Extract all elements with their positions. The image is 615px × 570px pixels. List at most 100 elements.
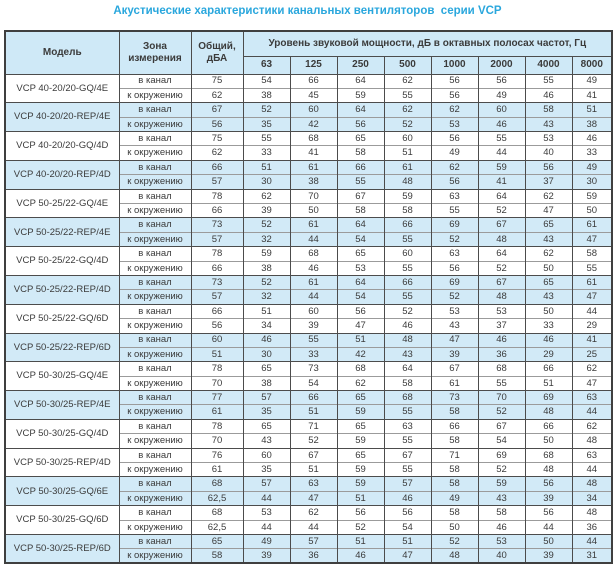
band-value-cell-4000: 33 — [524, 318, 572, 334]
band-value-cell-125: 39 — [289, 318, 337, 334]
band-value-cell-1000: 69 — [430, 274, 478, 290]
band-value-cell-250: 42 — [336, 346, 384, 362]
total-dba-cell: 61 — [190, 404, 243, 420]
table-row: VCP 50-30/25-GQ/6E в канал 68 57 63 59 57 58 59 5… — [4, 476, 613, 506]
total-dba-cell: 65 — [190, 533, 243, 549]
total-dba-cell: 70 — [190, 433, 243, 449]
band-value-cell-4000: 29 — [524, 346, 572, 362]
band-value-cell-4000: 58 — [524, 102, 572, 118]
total-dba-cell: 51 — [190, 346, 243, 362]
band-value-cell-500: 51 — [383, 533, 431, 549]
band-value-cell-4000: 69 — [524, 390, 572, 405]
model-cell: VCP 40-20/20-REP/4E — [4, 102, 119, 132]
zone-cell: в канал — [118, 102, 191, 118]
band-value-cell-63: 44 — [242, 519, 290, 535]
table-row: к окружению 66 39 50 58 58 55 52 47 50 — [5, 203, 613, 218]
band-value-cell-4000: 46 — [524, 87, 572, 103]
band-value-cell-2000: 40 — [477, 548, 525, 564]
band-value-cell-500: 55 — [383, 87, 431, 103]
zone-cell: в канал — [118, 390, 191, 405]
table-row: VCP 50-25/22-REP/4D в канал 73 52 61 64 66 69 67… — [4, 274, 613, 305]
zone-cell: в канал — [118, 188, 191, 204]
band-value-cell-500: 62 — [383, 73, 431, 89]
band-value-cell-250: 65 — [336, 390, 384, 405]
band-value-cell-63: 35 — [242, 116, 290, 132]
table-row: VCP 50-30/25-GQ/4D в канал 78 65 71 65 63 66 67 6… — [4, 418, 613, 449]
band-value-cell-8000: 48 — [571, 505, 613, 521]
band-value-cell-4000: 55 — [524, 73, 572, 89]
band-value-cell-4000: 48 — [524, 404, 572, 420]
zone-cell: в канал — [118, 246, 191, 262]
model-cell: VCP 50-30/25-GQ/4D — [4, 418, 119, 449]
band-value-cell-125: 33 — [289, 346, 337, 362]
band-value-cell-2000: 54 — [477, 433, 525, 449]
band-value-cell-2000: 67 — [477, 217, 525, 233]
band-value-cell-125: 67 — [289, 447, 337, 463]
band-value-cell-1000: 71 — [430, 447, 478, 463]
band-value-cell-125: 73 — [289, 361, 337, 377]
total-dba-cell: 61 — [190, 462, 243, 477]
band-value-cell-250: 59 — [336, 404, 384, 420]
band-value-cell-1000: 52 — [430, 533, 478, 549]
band-value-cell-4000: 43 — [524, 116, 572, 132]
band-value-cell-4000: 62 — [524, 246, 572, 262]
band-value-cell-2000: 67 — [477, 274, 525, 290]
band-value-cell-63: 32 — [242, 289, 290, 305]
band-value-cell-2000: 46 — [477, 332, 525, 348]
band-value-cell-8000: 47 — [571, 375, 613, 391]
band-value-cell-63: 44 — [242, 490, 290, 506]
band-value-cell-1000: 73 — [430, 390, 478, 405]
band-value-cell-500: 55 — [383, 462, 431, 477]
band-value-cell-2000: 52 — [477, 203, 525, 218]
total-dba-cell: 58 — [190, 548, 243, 564]
model-cell: VCP 50-25/22-GQ/6D — [4, 303, 119, 334]
total-dba-cell: 73 — [190, 274, 243, 290]
band-value-cell-4000: 50 — [524, 533, 572, 549]
band-value-cell-8000: 49 — [571, 73, 613, 89]
band-value-cell-4000: 43 — [524, 231, 572, 247]
band-value-cell-250: 51 — [336, 533, 384, 549]
band-value-cell-125: 55 — [289, 332, 337, 348]
band-value-cell-1000: 69 — [430, 217, 478, 233]
band-value-cell-63: 35 — [242, 462, 290, 477]
band-value-cell-63: 60 — [242, 447, 290, 463]
band-value-cell-1000: 56 — [430, 131, 478, 146]
table-row: к окружению 61 35 51 59 55 58 52 48 44 — [5, 462, 613, 477]
band-value-cell-4000: 56 — [524, 476, 572, 492]
total-dba-cell: 78 — [190, 361, 243, 377]
band-value-cell-125: 68 — [289, 131, 337, 146]
band-value-cell-125: 44 — [289, 519, 337, 535]
table-row: VCP 50-25/22-GQ/6D в канал 66 51 60 56 52 53 53 5… — [4, 303, 613, 334]
zone-cell: к окружению — [118, 116, 191, 132]
acoustic-characteristics-table: Модель Зона измерения Общий, дБА Уровень… — [4, 30, 614, 565]
band-value-cell-8000: 50 — [571, 203, 613, 218]
band-value-cell-63: 51 — [242, 303, 290, 319]
band-value-cell-250: 66 — [336, 159, 384, 175]
band-value-cell-1000: 39 — [430, 346, 478, 362]
band-value-cell-4000: 46 — [524, 332, 572, 348]
band-value-cell-2000: 59 — [477, 159, 525, 175]
total-dba-cell: 56 — [190, 318, 243, 334]
band-value-cell-250: 64 — [336, 274, 384, 290]
zone-cell: к окружению — [118, 346, 191, 362]
table-row: к окружению 62,5 44 47 51 46 49 43 39 34 — [5, 490, 613, 506]
band-value-cell-2000: 41 — [477, 174, 525, 190]
zone-cell: в канал — [118, 73, 191, 89]
total-dba-cell: 78 — [190, 246, 243, 262]
band-value-cell-125: 66 — [289, 73, 337, 89]
band-value-cell-500: 60 — [383, 131, 431, 146]
zone-cell: к окружению — [118, 203, 191, 218]
band-value-cell-500: 64 — [383, 361, 431, 377]
band-value-cell-8000: 62 — [571, 418, 613, 434]
total-dba-cell: 62,5 — [190, 519, 243, 535]
model-cell: VCP 50-30/25-GQ/6E — [4, 476, 119, 506]
band-value-cell-250: 47 — [336, 318, 384, 334]
table-row: к окружению 57 30 38 55 48 56 41 37 30 — [5, 174, 613, 190]
band-value-cell-2000: 64 — [477, 246, 525, 262]
band-value-cell-8000: 44 — [571, 533, 613, 549]
band-value-cell-2000: 46 — [477, 519, 525, 535]
band-value-cell-250: 68 — [336, 361, 384, 377]
band-value-cell-500: 52 — [383, 116, 431, 132]
band-value-cell-2000: 52 — [477, 462, 525, 477]
band-value-cell-1000: 48 — [430, 548, 478, 564]
